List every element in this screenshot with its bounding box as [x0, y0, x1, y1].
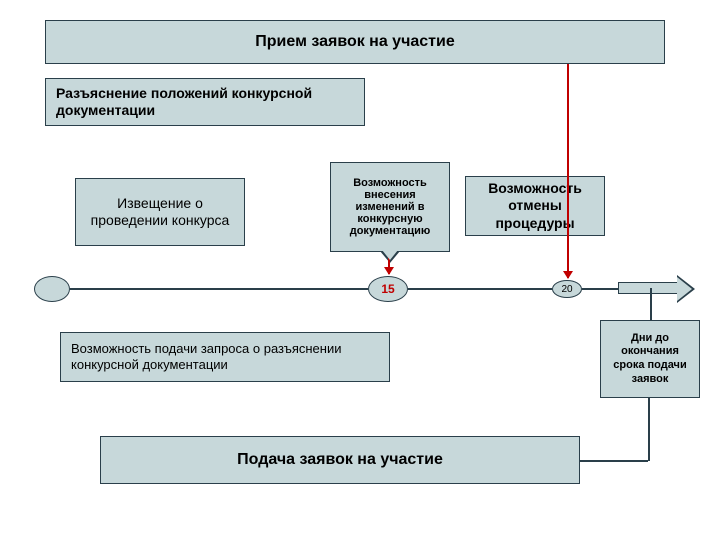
- timeline-node-20: 20: [552, 280, 582, 298]
- notice-box: Извещение о проведении конкурса: [75, 178, 245, 246]
- timeline-arrow-end: [618, 282, 678, 294]
- timeline-node-15: 15: [368, 276, 408, 302]
- submission-box: Подача заявок на участие: [100, 436, 580, 484]
- request-text: Возможность подачи запроса о разъяснении…: [71, 341, 379, 374]
- timeline-segment-3: [582, 288, 618, 290]
- days-text: Дни до окончания срока подачи заявок: [611, 332, 689, 387]
- node-20-label: 20: [561, 284, 572, 295]
- timeline-segment-2: [408, 288, 552, 290]
- cancel-box: Возможность отмены процедуры: [465, 176, 605, 236]
- red-arrow-title: [567, 64, 569, 278]
- title-box: Прием заявок на участие: [45, 20, 665, 64]
- changes-text: Возможность внесения изменений в конкурс…: [337, 177, 443, 237]
- clarification-text: Разъяснение положений конкурсной докумен…: [56, 85, 354, 120]
- connector-days-vertical: [650, 288, 652, 320]
- changes-callout: Возможность внесения изменений в конкурс…: [330, 162, 450, 252]
- title-text: Прием заявок на участие: [255, 32, 454, 52]
- connector-submission-v: [648, 398, 650, 461]
- node-15-label: 15: [381, 282, 394, 296]
- clarification-box: Разъяснение положений конкурсной докумен…: [45, 78, 365, 126]
- days-box: Дни до окончания срока подачи заявок: [600, 320, 700, 398]
- timeline-segment-1: [70, 288, 368, 290]
- submission-text: Подача заявок на участие: [237, 450, 443, 470]
- cancel-text: Возможность отмены процедуры: [476, 180, 594, 233]
- timeline-start-ellipse: [34, 276, 70, 302]
- notice-text: Извещение о проведении конкурса: [86, 195, 234, 230]
- request-box: Возможность подачи запроса о разъяснении…: [60, 332, 390, 382]
- connector-submission-h: [580, 460, 648, 462]
